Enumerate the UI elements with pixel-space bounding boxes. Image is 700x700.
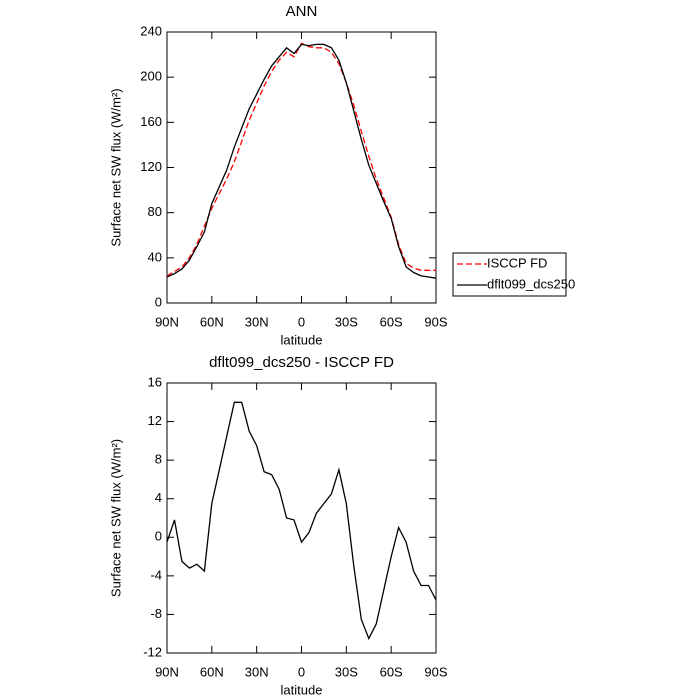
x-tick-label: 0 <box>298 314 305 329</box>
y-tick-label: 200 <box>140 69 162 84</box>
plot-frame <box>166 382 437 654</box>
data-line <box>166 401 437 641</box>
y-tick-label: 240 <box>140 23 162 38</box>
plot-frame <box>166 31 437 304</box>
chart-title: dflt099_dcs250 - ISCCP FD <box>209 354 394 371</box>
y-tick-label: 120 <box>140 159 162 174</box>
y-tick-label: -8 <box>150 606 162 621</box>
y-axis-label: Surface net SW flux (W/m²) <box>108 88 123 246</box>
y-tick-label: 8 <box>155 452 162 467</box>
x-tick-label: 60S <box>380 664 403 679</box>
chart-title: ANN <box>286 3 318 20</box>
y-axis-label: Surface net SW flux (W/m²) <box>108 439 123 597</box>
data-line <box>166 43 437 279</box>
x-tick-label: 90N <box>155 314 179 329</box>
x-tick-label: 60N <box>200 314 224 329</box>
y-tick-label: 4 <box>155 490 162 505</box>
x-tick-label: 0 <box>298 664 305 679</box>
x-tick-label: 60S <box>380 314 403 329</box>
x-axis-label: latitude <box>281 682 323 697</box>
x-tick-label: 30N <box>245 314 269 329</box>
data-line <box>166 42 436 277</box>
x-tick-label: 90N <box>155 664 179 679</box>
legend-label: dflt099_dcs250 <box>487 276 575 291</box>
y-tick-label: -12 <box>143 644 162 659</box>
x-tick-label: 30N <box>245 664 269 679</box>
x-axis-label: latitude <box>281 332 323 347</box>
y-tick-label: 0 <box>155 529 162 544</box>
y-tick-label: 16 <box>148 374 162 389</box>
y-tick-label: 160 <box>140 114 162 129</box>
y-tick-label: 12 <box>148 413 162 428</box>
x-tick-label: 60N <box>200 664 224 679</box>
x-tick-label: 90S <box>424 664 447 679</box>
y-tick-label: 0 <box>155 294 162 309</box>
y-tick-label: -4 <box>150 567 162 582</box>
y-tick-label: 40 <box>148 249 162 264</box>
x-tick-label: 90S <box>424 314 447 329</box>
x-tick-label: 30S <box>335 664 358 679</box>
x-tick-label: 30S <box>335 314 358 329</box>
legend-label: ISCCP FD <box>487 255 547 270</box>
legend-box <box>452 252 567 297</box>
y-tick-label: 80 <box>148 204 162 219</box>
